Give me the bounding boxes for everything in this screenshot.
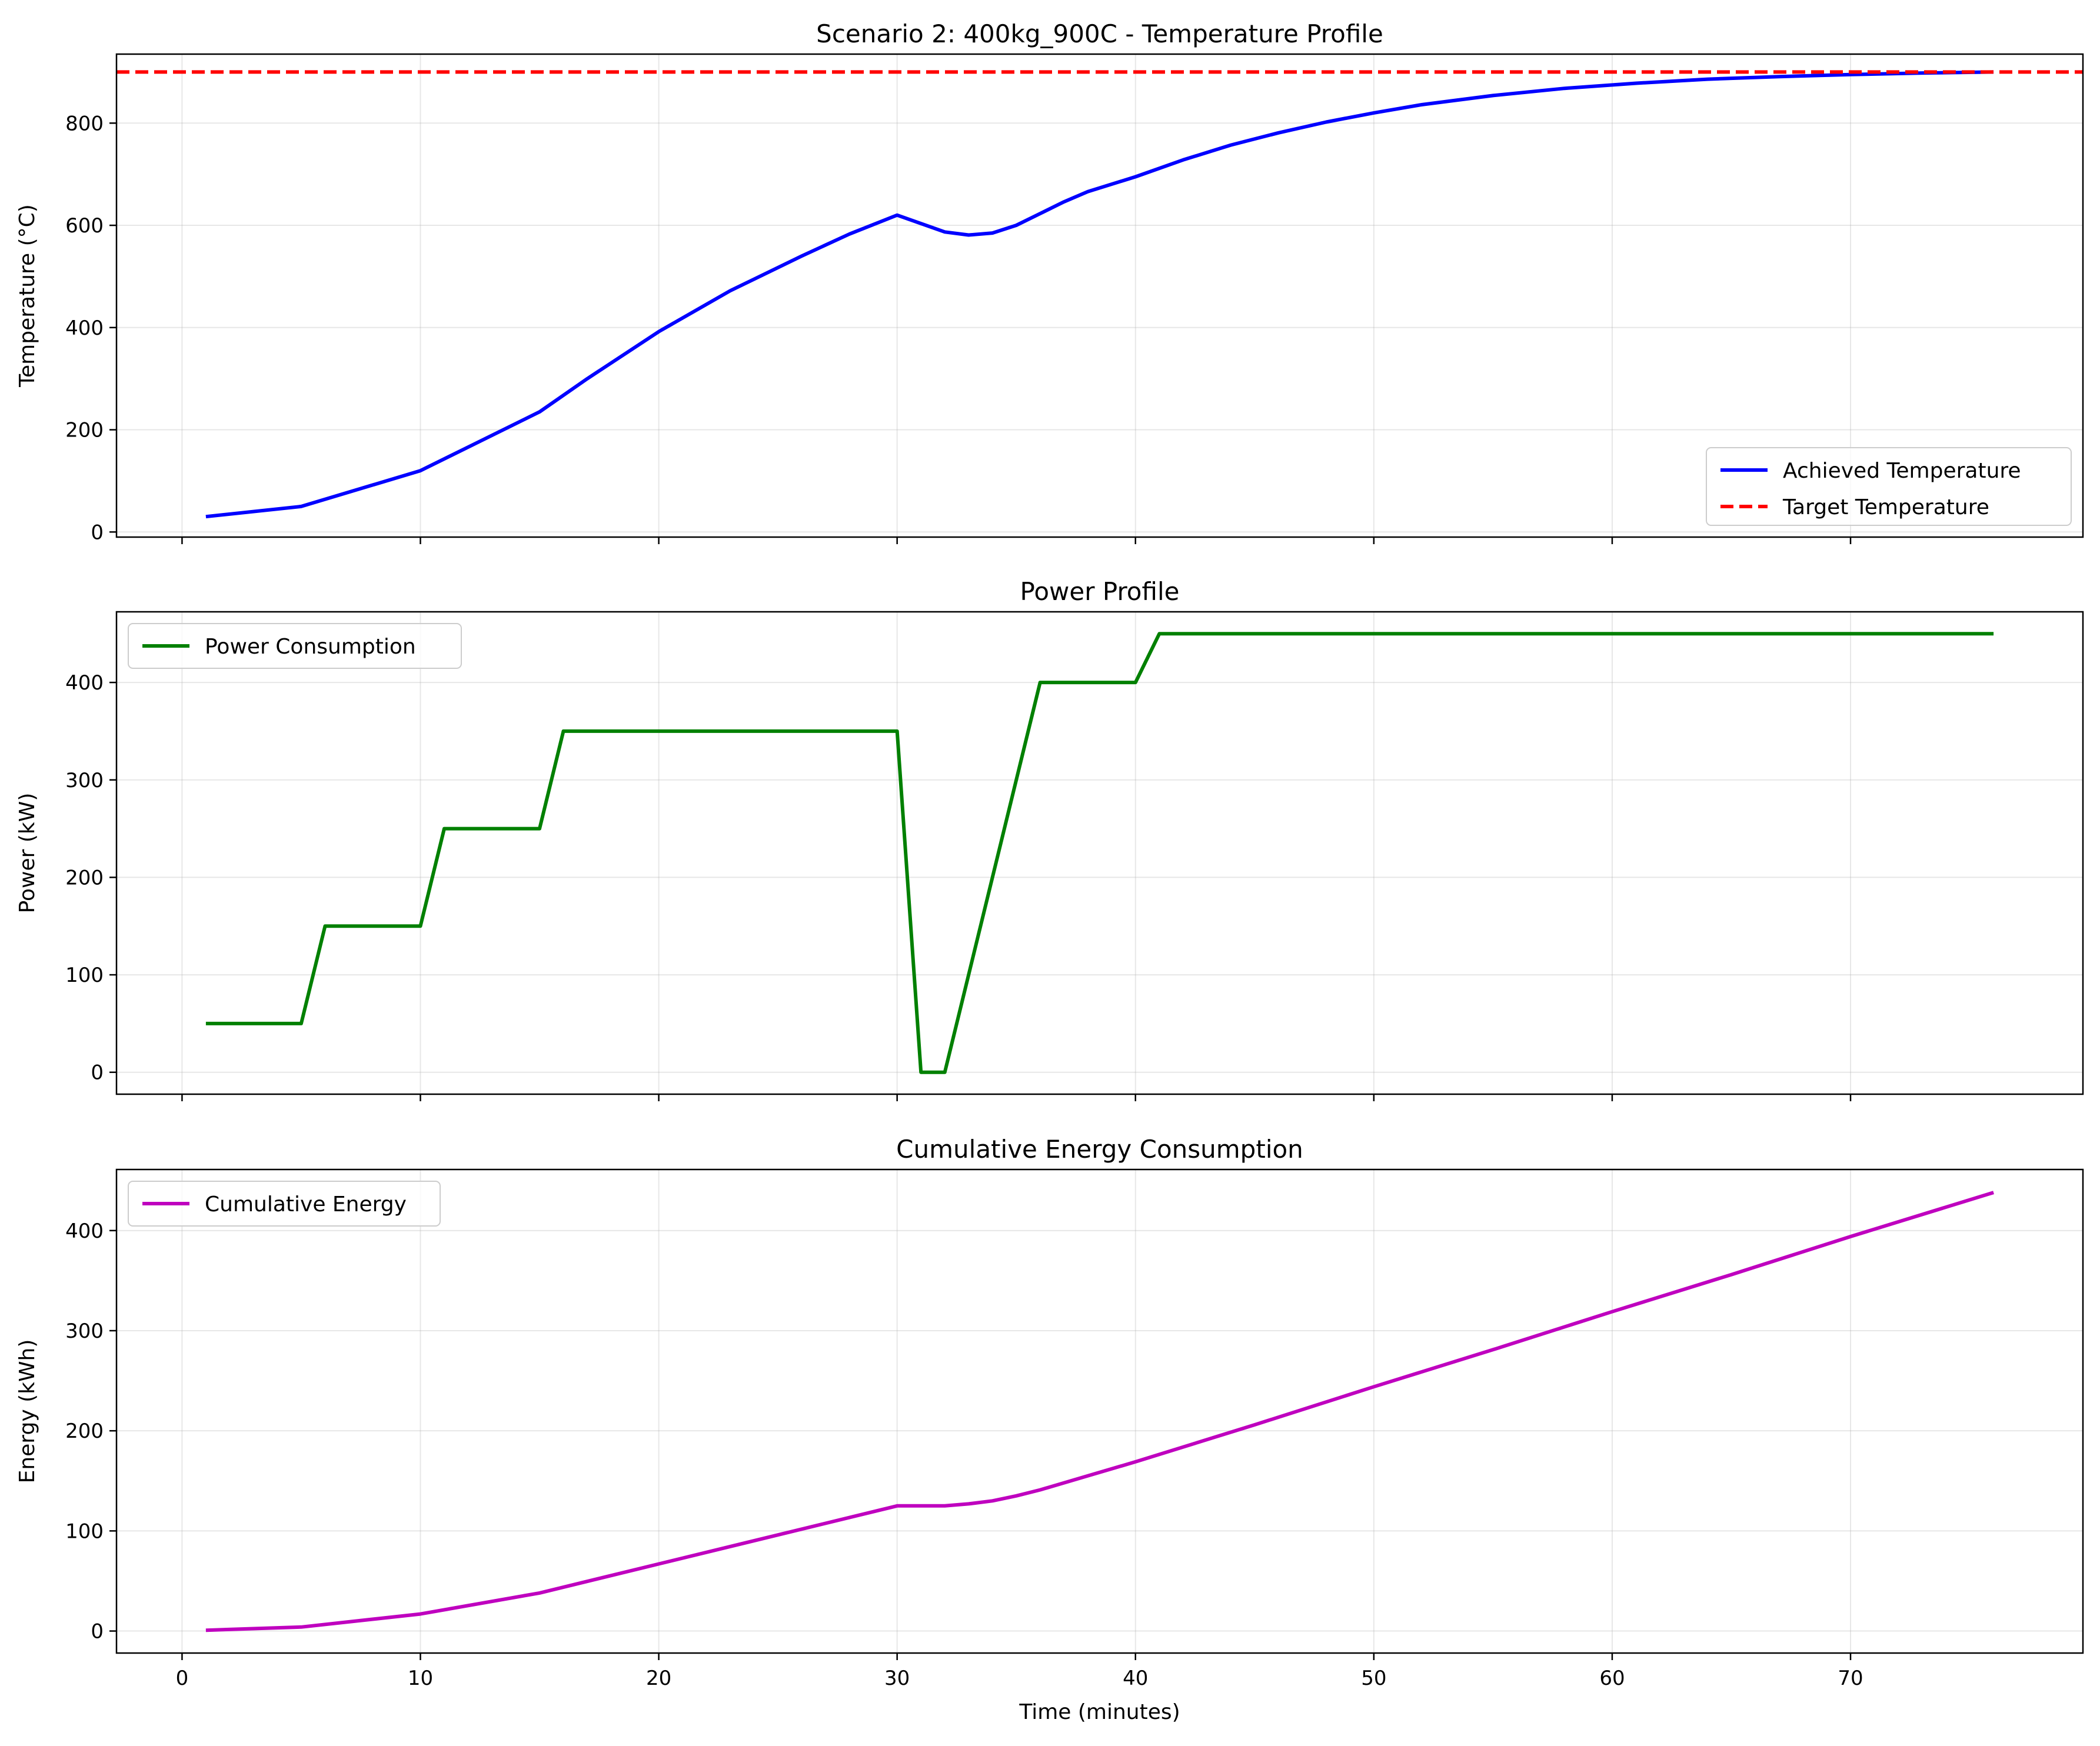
energy-legend: Cumulative Energy — [128, 1181, 441, 1227]
power-panel: 0 100 200 300 400 Power Profile Power (kW) P… — [15, 577, 2084, 1101]
temperature-legend-label-1: Target Temperature — [1782, 495, 1989, 519]
energy-x-tick-label: 0 — [176, 1667, 189, 1690]
power-legend-box — [128, 623, 462, 669]
temperature-panel: 0 200 400 600 800 Scenario 2: 400kg_900C - T… — [15, 19, 2084, 544]
energy-x-tick-label: 40 — [1123, 1667, 1148, 1690]
power-legend: Power Consumption — [128, 623, 462, 669]
power-chart-title: Power Profile — [1020, 577, 1180, 606]
power-y-tick-label: 100 — [65, 964, 104, 987]
energy-x-tick-label: 50 — [1361, 1667, 1386, 1690]
temperature-chart-title: Scenario 2: 400kg_900C - Temperature Pro… — [816, 19, 1383, 48]
energy-series-line-0 — [205, 1191, 1994, 1632]
temperature-series-line-0 — [205, 70, 1994, 519]
temperature-legend-box — [1706, 447, 2072, 526]
temperature-y-tick-label: 400 — [65, 316, 104, 340]
energy-legend-label-0: Cumulative Energy — [205, 1192, 407, 1217]
power-axes-frame — [115, 611, 2084, 1095]
temperature-y-tick-label: 600 — [65, 214, 104, 238]
energy-x-tick-label: 20 — [646, 1667, 671, 1690]
temperature-gridlines — [117, 54, 2083, 537]
energy-y-tick-label: 200 — [65, 1420, 104, 1443]
energy-x-tick-label: 70 — [1838, 1667, 1863, 1690]
energy-x-tick-label: 60 — [1599, 1667, 1625, 1690]
power-y-tick-label: 200 — [65, 866, 104, 889]
energy-y-tick-label: 400 — [65, 1219, 104, 1243]
energy-x-axis-label: Time (minutes) — [1019, 1700, 1180, 1724]
energy-x-tick-label: 10 — [408, 1667, 433, 1690]
energy-y-tick-label: 100 — [65, 1520, 104, 1543]
power-series-line-0 — [205, 632, 1994, 1074]
temperature-series — [117, 70, 2083, 519]
temperature-legend: Achieved Temperature Target Temperature — [1706, 447, 2072, 526]
temperature-y-tick-label: 200 — [65, 419, 104, 442]
temperature-y-tick-label: 800 — [65, 112, 104, 135]
energy-x-tick-label: 30 — [884, 1667, 910, 1690]
energy-series — [205, 1191, 1994, 1632]
power-legend-label-0: Power Consumption — [205, 635, 416, 659]
temperature-y-tick-label: 0 — [91, 521, 104, 544]
temperature-ticks: 0 200 400 600 800 — [65, 112, 1852, 544]
power-series — [205, 632, 1994, 1074]
energy-y-tick-label: 300 — [65, 1320, 104, 1343]
power-ticks: 0 100 200 300 400 — [65, 671, 1852, 1101]
temperature-y-axis-label: Temperature (°C) — [15, 204, 39, 388]
energy-panel: 0 10 20 30 40 50 60 70 0 100 200 300 400 Cumulative … — [15, 1135, 2084, 1724]
energy-ticks: 0 10 20 30 40 50 60 70 0 100 200 300 400 — [65, 1219, 1863, 1690]
temperature-legend-label-0: Achieved Temperature — [1783, 459, 2021, 483]
energy-chart-title: Cumulative Energy Consumption — [896, 1135, 1303, 1164]
energy-axes-frame — [115, 1168, 2084, 1654]
energy-gridlines — [117, 1169, 2083, 1653]
energy-legend-box — [128, 1181, 441, 1227]
energy-y-axis-label: Energy (kWh) — [15, 1340, 39, 1484]
power-y-axis-label: Power (kW) — [15, 793, 39, 914]
power-y-tick-label: 300 — [65, 769, 104, 792]
power-y-tick-label: 400 — [65, 671, 104, 695]
power-y-tick-label: 0 — [91, 1061, 104, 1085]
temperature-axes-frame — [115, 53, 2084, 538]
energy-y-tick-label: 0 — [91, 1620, 104, 1644]
